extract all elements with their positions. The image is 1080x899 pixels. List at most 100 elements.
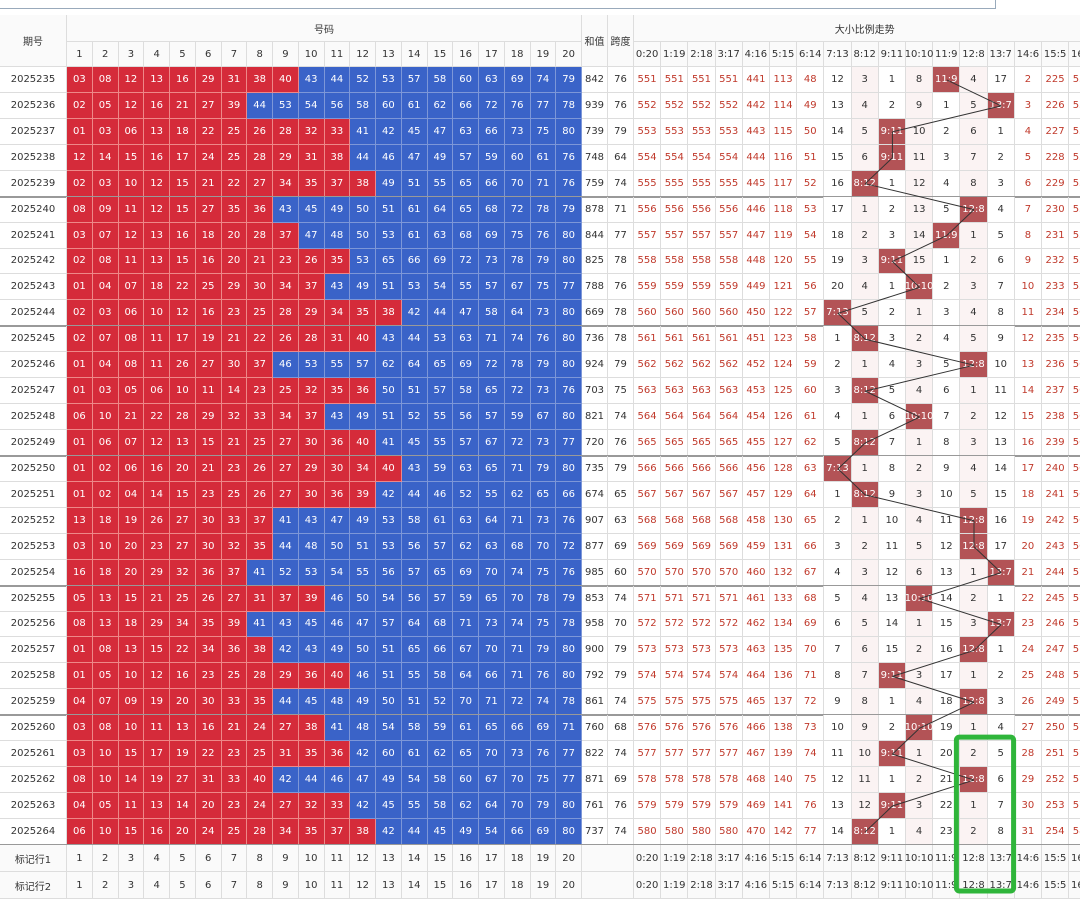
miss-cell: 2: [987, 144, 1015, 171]
number-cell: 75: [504, 222, 531, 249]
number-cell: 08: [118, 326, 145, 353]
miss-cell: 565: [688, 430, 716, 456]
number-cell: 26: [247, 118, 273, 145]
number-cell: 63: [453, 118, 479, 145]
number-cell: 40: [350, 326, 376, 353]
miss-cell: 570: [688, 559, 716, 586]
miss-cell: 555: [634, 170, 662, 197]
number-cell: 17: [170, 326, 196, 353]
number-cell: 24: [195, 818, 222, 845]
number-cell: 46: [376, 144, 402, 171]
miss-cell: 579: [661, 793, 689, 819]
number-cell: 72: [504, 689, 531, 716]
miss-cell: 48: [797, 67, 825, 93]
number-cell: 69: [530, 818, 557, 845]
number-cell: 61: [401, 222, 428, 249]
number-cell: 04: [92, 352, 119, 379]
miss-cell: 142: [770, 818, 798, 845]
miss-cell: 24: [1014, 637, 1042, 664]
miss-cell: 552: [1069, 93, 1080, 119]
number-cell: 37: [298, 404, 325, 430]
number-cell: 54: [376, 715, 402, 742]
number-cell: 76: [556, 559, 582, 586]
number-cell: 02: [92, 455, 119, 482]
number-cell: 55: [401, 663, 428, 690]
number-col-header: 1: [67, 42, 93, 67]
number-cell: 23: [273, 248, 299, 275]
number-cell: 49: [350, 689, 376, 716]
number-cell: 44: [350, 144, 376, 171]
number-col-header: 13: [376, 42, 402, 67]
miss-cell: 131: [770, 533, 798, 560]
number-cell: 23: [195, 481, 222, 508]
number-cell: 55: [453, 274, 479, 301]
number-cell: 57: [479, 274, 505, 301]
miss-cell: 4: [906, 689, 934, 716]
number-cell: 57: [427, 585, 454, 612]
miss-cell: 232: [1042, 248, 1070, 275]
miss-cell: 556: [688, 196, 716, 223]
miss-cell: 2: [987, 663, 1015, 690]
number-cell: 77: [556, 767, 582, 794]
miss-cell: 50: [797, 118, 825, 145]
number-cell: 35: [195, 611, 222, 638]
number-cell: 01: [67, 637, 93, 664]
number-cell: 65: [479, 715, 505, 742]
number-cell: 22: [195, 118, 222, 145]
miss-cell: 578: [661, 767, 689, 794]
miss-cell: 8: [851, 689, 879, 716]
number-cell: 34: [273, 170, 299, 197]
footer-number: 10: [298, 845, 325, 872]
miss-cell: 18: [933, 689, 961, 716]
number-cell: 64: [479, 793, 505, 819]
number-cell: 26: [195, 585, 222, 612]
trend-col-header: 11:9: [933, 42, 961, 67]
number-cell: 80: [556, 352, 582, 379]
number-cell: 33: [221, 507, 248, 534]
miss-cell: 443: [742, 118, 770, 145]
number-cell: 51: [401, 378, 428, 405]
miss-cell: 17: [1014, 455, 1042, 482]
miss-cell: 7: [851, 663, 879, 690]
number-cell: 37: [324, 170, 351, 197]
miss-cell: 569: [715, 533, 743, 560]
number-cell: 36: [247, 196, 273, 223]
number-col-header: 10: [298, 42, 325, 67]
number-cell: 34: [195, 637, 222, 664]
number-cell: 71: [504, 507, 531, 534]
number-cell: 14: [118, 767, 145, 794]
number-cell: 22: [221, 170, 248, 197]
number-cell: 63: [453, 326, 479, 353]
number-cell: 53: [298, 352, 325, 379]
miss-cell: 4: [851, 274, 879, 301]
miss-cell: 2: [960, 818, 988, 845]
number-cell: 09: [92, 196, 119, 223]
hit-cell: 7:13: [824, 455, 852, 482]
footer-number: 18: [504, 872, 531, 899]
number-cell: 79: [556, 196, 582, 223]
miss-cell: 1: [878, 767, 906, 794]
footer-trend: 4:16: [742, 872, 770, 899]
number-cell: 22: [247, 326, 273, 353]
number-cell: 47: [298, 222, 325, 249]
number-col-header: 3: [118, 42, 145, 67]
miss-cell: 447: [742, 222, 770, 249]
number-cell: 10: [118, 663, 145, 690]
number-col-header: 19: [530, 42, 557, 67]
number-cell: 76: [556, 378, 582, 405]
miss-cell: 5: [1014, 144, 1042, 171]
number-cell: 16: [195, 248, 222, 275]
number-cell: 60: [504, 144, 531, 171]
miss-cell: 563: [715, 378, 743, 405]
footer-number: 16: [453, 872, 479, 899]
miss-cell: 451: [742, 326, 770, 353]
miss-cell: 15: [1014, 404, 1042, 430]
footer-number: 6: [195, 845, 222, 872]
number-cell: 53: [376, 533, 402, 560]
number-cell: 37: [298, 274, 325, 301]
number-cell: 53: [427, 326, 454, 353]
number-cell: 03: [67, 715, 93, 742]
number-cell: 39: [298, 585, 325, 612]
number-cell: 69: [453, 352, 479, 379]
number-cell: 34: [170, 611, 196, 638]
